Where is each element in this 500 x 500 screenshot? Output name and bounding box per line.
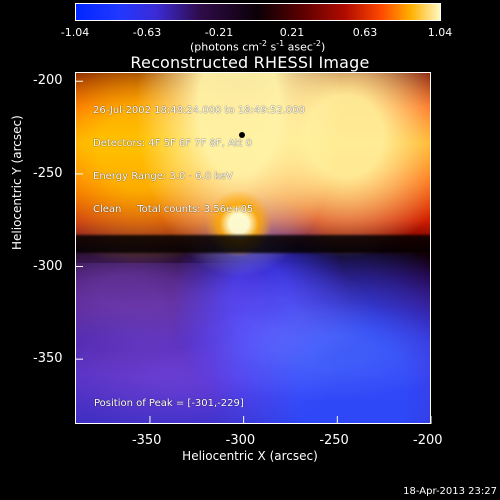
- chart-title: Reconstructed RHESSI Image: [130, 53, 370, 72]
- info-line: Energy Range: 3.0 - 6.0 keV: [93, 171, 233, 182]
- x-tick-label: -200: [413, 433, 443, 448]
- info-line: 26-Jul-2002 18:48:24.000 to 18:49:52.000: [93, 105, 305, 116]
- colorbar-tick-label: -1.04: [60, 26, 90, 39]
- colorbar-units: (photons cm-2 s-1 asec-2): [190, 39, 326, 54]
- y-tick-label: -350: [33, 351, 63, 367]
- y-tick-label: -250: [33, 165, 63, 181]
- peak-marker: [238, 131, 245, 138]
- colorbar-tick-label: 1.04: [427, 26, 453, 39]
- info-line: Detectors: 4F 5F 6F 7F 8F, Att 0: [93, 138, 253, 149]
- x-tick-label: -350: [131, 433, 162, 448]
- y-tick-label: -300: [33, 258, 63, 274]
- colorbar-tick-label: 0.21: [279, 26, 305, 39]
- y-axis-label: Heliocentric Y (arcsec): [10, 115, 24, 250]
- timestamp: 18-Apr-2013 23:27: [403, 486, 497, 497]
- info-line: Clean Total counts: 3.56e+05: [93, 204, 254, 215]
- colorbar-tick-label: -0.63: [132, 26, 162, 39]
- x-tick-label: -250: [319, 433, 349, 448]
- x-tick-label: -300: [225, 433, 256, 448]
- rhessi-image: [75, 72, 431, 424]
- x-axis-label: Heliocentric X (arcsec): [182, 449, 318, 463]
- y-tick-label: -200: [33, 73, 63, 89]
- image-info: 26-Jul-2002 18:48:24.000 to 18:49:52.000…: [93, 83, 305, 226]
- peak-position-label: Position of Peak = [-301,-229]: [94, 398, 244, 409]
- colorbar: [75, 3, 441, 21]
- colorbar-tick-label: 0.63: [352, 26, 378, 39]
- colorbar-tick-label: -0.21: [204, 26, 234, 39]
- axis-ticks: [75, 80, 432, 424]
